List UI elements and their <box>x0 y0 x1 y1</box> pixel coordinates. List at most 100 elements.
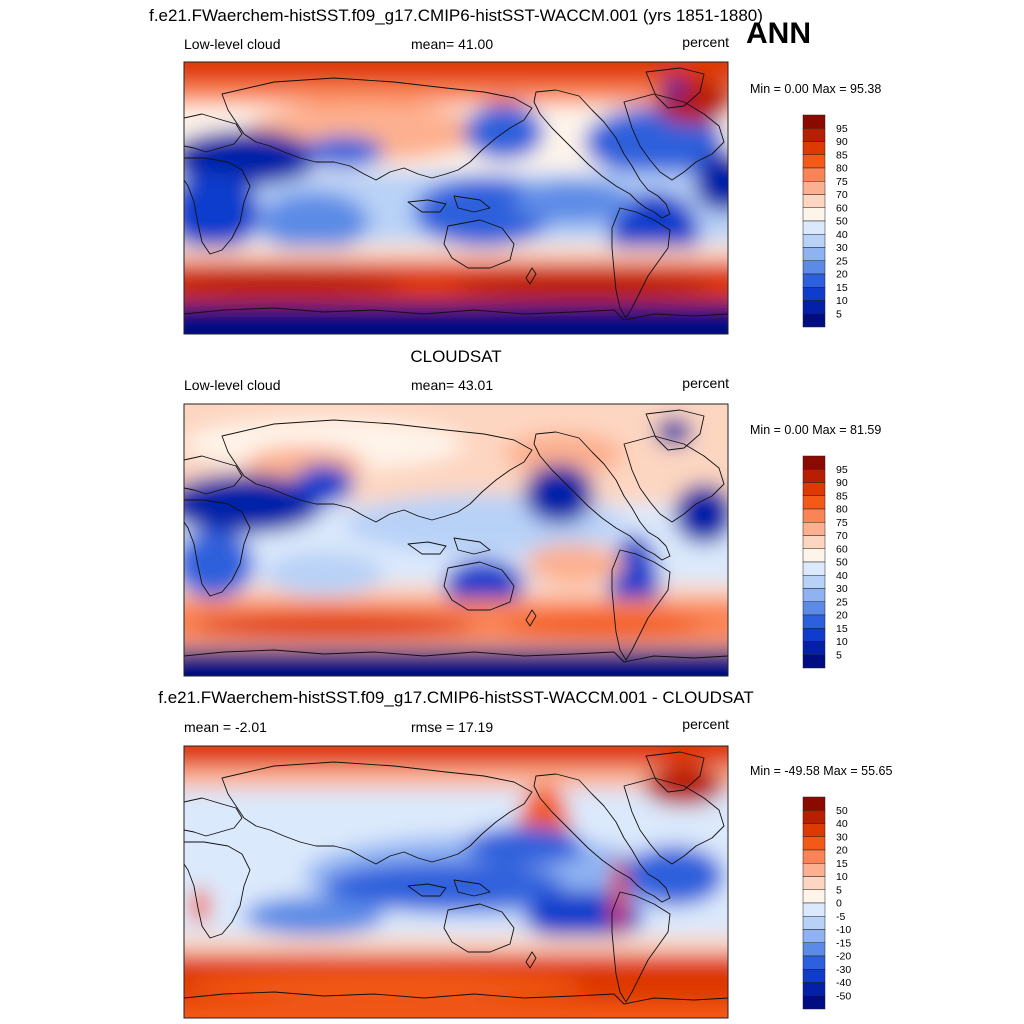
colorbar-box <box>802 482 826 496</box>
colorbar-tick-label: -10 <box>836 924 851 936</box>
colorbar-box <box>802 916 826 930</box>
colorbar-tick-label: 90 <box>836 136 848 148</box>
colorbar-tick-label: 60 <box>836 202 848 214</box>
colorbar-box <box>802 823 826 837</box>
panel-observation: CLOUDSAT Low-level cloud mean= 43.01 per… <box>183 347 881 677</box>
colorbar-tick-label: 60 <box>836 543 848 555</box>
mean-label: mean = -2.01 <box>184 719 267 735</box>
colorbar-tick-label: 70 <box>836 530 848 542</box>
colorbar-box <box>802 273 826 288</box>
colorbar-box <box>802 796 826 811</box>
colorbar-box <box>802 194 826 208</box>
colorbar-tick-label: 90 <box>836 477 848 489</box>
colorbar-tick-label: -30 <box>836 964 851 976</box>
mean-label: mean= 43.01 <box>411 377 493 393</box>
colorbar-tick-label: 95 <box>836 123 848 135</box>
colorbar-box <box>802 260 826 275</box>
colorbar-box <box>802 114 826 129</box>
colorbar-tick-label: 75 <box>836 176 848 188</box>
colorbar-tick-label: 80 <box>836 504 848 516</box>
colorbar-box <box>802 522 826 536</box>
colorbar-tick-label: 20 <box>836 610 848 622</box>
colorbar-box <box>802 955 826 970</box>
colorbar-box <box>802 969 826 983</box>
colorbar-box <box>802 455 826 470</box>
colorbar-tick-label: 15 <box>836 282 848 294</box>
colorbar-box <box>802 849 826 864</box>
colorbar-box <box>802 167 826 182</box>
colorbar-box <box>802 810 826 824</box>
colorbar-tick-label: 75 <box>836 517 848 529</box>
colorbar-tick-label: 15 <box>836 623 848 635</box>
colorbar-box <box>802 876 826 890</box>
colorbar-box <box>802 942 826 957</box>
variable-label: Low-level cloud <box>184 36 281 52</box>
map-field <box>183 61 729 335</box>
colorbar-tick-label: 5 <box>836 649 842 661</box>
colorbar-tick-label: 10 <box>836 871 848 883</box>
colorbar-box <box>802 535 826 549</box>
units-label: percent <box>682 375 729 391</box>
colorbar-tick-label: 70 <box>836 189 848 201</box>
variable-label: Low-level cloud <box>184 377 281 393</box>
colorbar-tick-label: 50 <box>836 805 848 817</box>
colorbar-box <box>802 508 826 523</box>
colorbar-tick-label: 20 <box>836 269 848 281</box>
colorbar-box <box>802 287 826 301</box>
colorbar-box <box>802 154 826 169</box>
colorbar-tick-label: 50 <box>836 216 848 228</box>
colorbar-tick-label: 10 <box>836 295 848 307</box>
units-label: percent <box>682 716 729 732</box>
colorbar-tick-label: 40 <box>836 818 848 830</box>
colorbar-tick-label: 50 <box>836 557 848 569</box>
colorbar-box <box>802 234 826 248</box>
colorbar-box <box>802 614 826 629</box>
minmax-label: Min = 0.00 Max = 95.38 <box>750 82 881 96</box>
panel-difference: f.e21.FWaerchem-histSST.f09_g17.CMIP6-hi… <box>158 688 892 1019</box>
colorbar-box <box>802 654 826 669</box>
colorbar-tick-label: 30 <box>836 583 848 595</box>
colorbar-box <box>802 588 826 602</box>
panel-title: f.e21.FWaerchem-histSST.f09_g17.CMIP6-hi… <box>158 688 754 707</box>
colorbar-box <box>802 601 826 616</box>
colorbar-box <box>802 247 826 261</box>
colorbar-box <box>802 641 826 655</box>
colorbar-tick-label: 20 <box>836 845 848 857</box>
map-field <box>183 745 729 1019</box>
mean-label: mean= 41.00 <box>411 36 493 52</box>
colorbar-tick-label: 25 <box>836 596 848 608</box>
season-label: ANN <box>746 17 811 50</box>
colorbar-tick-label: 40 <box>836 570 848 582</box>
colorbar-tick-label: 0 <box>836 898 842 910</box>
colorbar-tick-label: 95 <box>836 464 848 476</box>
colorbar-tick-label: 15 <box>836 858 848 870</box>
colorbar-box <box>802 863 826 877</box>
colorbar-box <box>802 929 826 943</box>
colorbar-tick-label: -40 <box>836 977 851 989</box>
colorbar-box <box>802 313 826 328</box>
colorbar-tick-label: 5 <box>836 308 842 320</box>
colorbar-box <box>802 141 826 155</box>
map-frame <box>183 745 729 1019</box>
panel-model: f.e21.FWaerchem-histSST.f09_g17.CMIP6-hi… <box>149 6 881 335</box>
panel-title: CLOUDSAT <box>410 347 501 366</box>
colorbar-tick-label: 30 <box>836 831 848 843</box>
colorbar-tick-label: 5 <box>836 884 842 896</box>
colorbar-box <box>802 561 826 576</box>
colorbar-box <box>802 548 826 563</box>
colorbar-tick-label: 25 <box>836 255 848 267</box>
rmse-label: rmse = 17.19 <box>411 719 493 735</box>
colorbar-box <box>802 495 826 510</box>
colorbar-box <box>802 300 826 314</box>
colorbar-tick-label: -50 <box>836 990 851 1002</box>
colorbar-box <box>802 207 826 222</box>
colorbar-tick-label: -15 <box>836 937 851 949</box>
colorbar-box <box>802 128 826 142</box>
colorbar-tick-label: -5 <box>836 911 845 923</box>
map-frame <box>183 403 729 677</box>
colorbar-tick-label: 85 <box>836 149 848 161</box>
colorbar-box <box>802 982 826 996</box>
